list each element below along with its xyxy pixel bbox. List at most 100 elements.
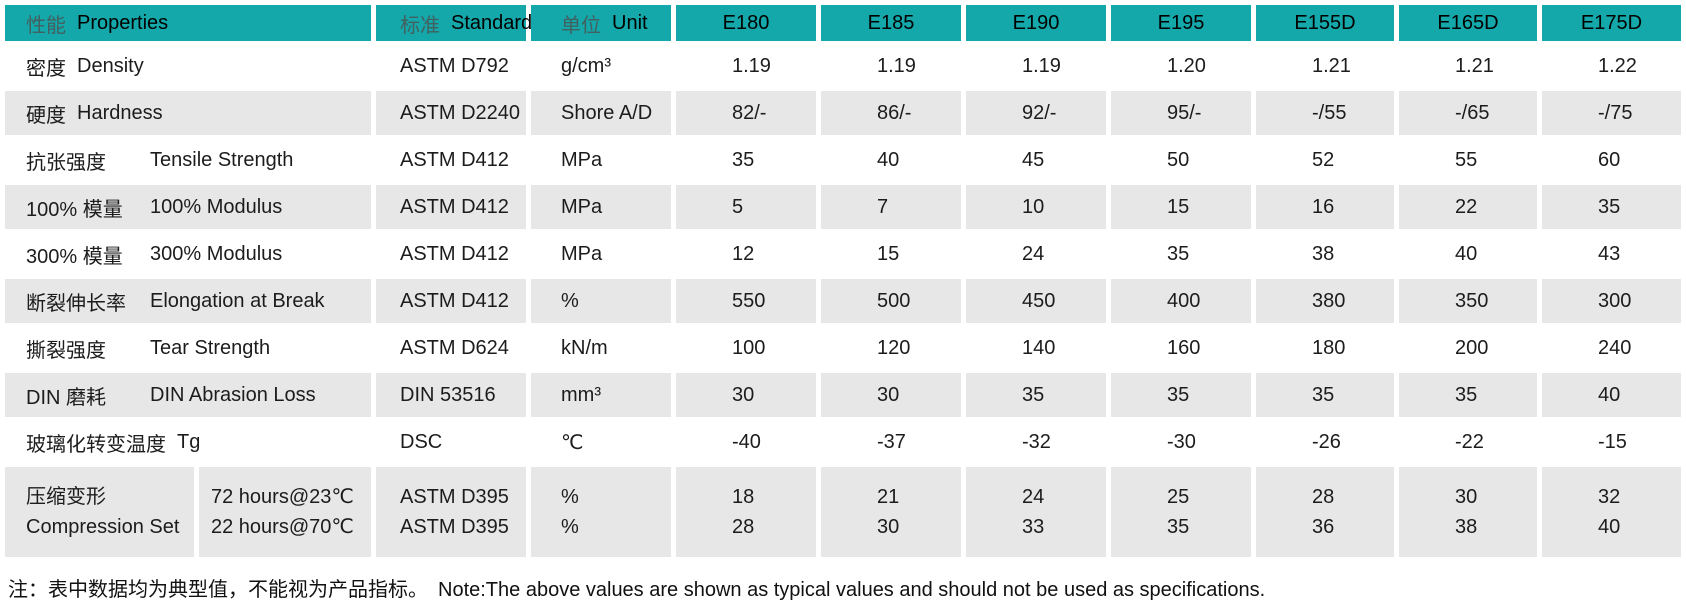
value-cell-e155d: 1.21 — [1312, 54, 1351, 77]
property-label-zh: 断裂伸长率 — [26, 292, 126, 315]
compression-value-line-1: 18 — [732, 486, 755, 508]
property-label-en: Elongation at Break — [150, 289, 325, 312]
value-cell-e190: 24 — [1022, 242, 1045, 265]
value-cell-e190: 1.19 — [1022, 54, 1061, 77]
compression-value-cell-e185: 21 30 — [821, 467, 961, 557]
property-label-en: DIN Abrasion Loss — [150, 383, 316, 406]
compression-value-cell-e195: 25 35 — [1111, 467, 1251, 557]
properties-table: 性能 Properties 标准 Standard 单位 Unit E180 E1… — [5, 5, 1681, 557]
unit-cell: g/cm³ — [561, 54, 611, 77]
standard-cell: ASTM D412 — [376, 185, 526, 229]
value-cell-e155d: 38 — [1312, 242, 1335, 265]
standard-cell: ASTM D412 — [400, 148, 509, 171]
standard-cell: ASTM D792 — [400, 54, 509, 77]
compression-value-line-1: 30 — [1455, 486, 1478, 508]
property-cell: DIN 磨耗 DIN Abrasion Loss — [5, 373, 371, 417]
header-unit-en: Unit — [612, 11, 648, 34]
value-cell-e175d: 43 — [1598, 242, 1621, 265]
header-model-e190: E190 — [966, 5, 1106, 41]
value-cell-e165d: 350 — [1399, 279, 1537, 323]
header-model-e195: E195 — [1111, 5, 1251, 41]
property-label-en: 300% Modulus — [150, 242, 283, 265]
header-model-e175d: E175D — [1542, 5, 1681, 41]
value-cell-e165d: -22 — [1455, 430, 1484, 453]
value-cell-e195: 1.20 — [1167, 54, 1206, 77]
unit-cell: MPa — [531, 185, 671, 229]
standard-cell: ASTM D412 — [400, 242, 509, 265]
compression-label-cell: 压缩变形 Compression Set — [5, 467, 194, 557]
compression-label-en: Compression Set — [26, 516, 180, 538]
footnote: 注：表中数据均为典型值，不能视为产品指标。 Note:The above valu… — [5, 573, 1681, 602]
value-cell-e185: -37 — [877, 430, 906, 453]
property-label-zh: 玻璃化转变温度 — [26, 433, 166, 456]
header-standard-en: Standard — [451, 11, 533, 34]
property-label-zh: 密度 — [26, 57, 66, 80]
value-cell-e185: 86/- — [821, 91, 961, 135]
value-cell-e155d: 52 — [1312, 148, 1335, 171]
compression-label-zh: 压缩变形 — [26, 486, 106, 508]
standard-cell: DSC — [400, 430, 443, 453]
value-cell-e190: 450 — [966, 279, 1106, 323]
compression-value-line-2: 38 — [1455, 516, 1478, 538]
value-cell-e185: 500 — [821, 279, 961, 323]
value-cell-e195: 15 — [1111, 185, 1251, 229]
value-cell-e180: 100 — [732, 336, 766, 359]
footnote-en: Note:The above values are shown as typic… — [438, 579, 1266, 601]
header-model-e185: E185 — [821, 5, 961, 41]
unit-cell: mm³ — [531, 373, 671, 417]
value-cell-e165d: 40 — [1455, 242, 1478, 265]
compression-value-line-1: 28 — [1312, 486, 1335, 508]
compression-condition-2: 22 hours@70℃ — [211, 516, 354, 538]
compression-standard-cell: ASTM D395 ASTM D395 — [376, 467, 526, 557]
compression-standard-2: ASTM D395 — [400, 516, 509, 538]
property-label-zh: 抗张强度 — [26, 151, 106, 174]
value-cell-e190: 92/- — [966, 91, 1106, 135]
value-cell-e190: 35 — [966, 373, 1106, 417]
property-label-en: Tg — [177, 430, 201, 453]
value-cell-e180: 550 — [676, 279, 816, 323]
value-cell-e175d: 40 — [1542, 373, 1681, 417]
unit-cell: MPa — [561, 148, 603, 171]
header-properties-en: Properties — [77, 11, 169, 34]
value-cell-e175d: 1.22 — [1598, 54, 1637, 77]
value-cell-e165d: 1.21 — [1455, 54, 1494, 77]
standard-cell: ASTM D624 — [400, 336, 509, 359]
property-label-en: Tear Strength — [150, 336, 271, 359]
standard-cell: ASTM D412 — [376, 279, 526, 323]
value-cell-e180: 30 — [676, 373, 816, 417]
value-cell-e195: 400 — [1111, 279, 1251, 323]
value-cell-e180: 82/- — [676, 91, 816, 135]
compression-value-cell-e180: 18 28 — [676, 467, 816, 557]
value-cell-e195: 35 — [1111, 373, 1251, 417]
compression-value-cell-e190: 24 33 — [966, 467, 1106, 557]
value-cell-e190: 140 — [1022, 336, 1056, 359]
compression-value-cell-e175d: 32 40 — [1542, 467, 1681, 557]
compression-condition-1: 72 hours@23℃ — [211, 486, 354, 508]
property-label-zh: DIN 磨耗 — [26, 386, 106, 409]
compression-value-line-2: 35 — [1167, 516, 1190, 538]
value-cell-e175d: -15 — [1598, 430, 1627, 453]
header-unit-zh: 单位 — [561, 14, 601, 37]
compression-value-line-1: 32 — [1598, 486, 1621, 508]
property-cell: 100% 模量 100% Modulus — [5, 185, 371, 229]
value-cell-e165d: 55 — [1455, 148, 1478, 171]
value-cell-e165d: 22 — [1399, 185, 1537, 229]
unit-cell: MPa — [561, 242, 603, 265]
compression-conditions-cell: 72 hours@23℃ 22 hours@70℃ — [199, 467, 371, 557]
header-model-e180: E180 — [676, 5, 816, 41]
value-cell-e185: 7 — [821, 185, 961, 229]
header-properties-zh: 性能 — [26, 14, 66, 37]
value-cell-e155d: -/55 — [1256, 91, 1394, 135]
value-cell-e175d: 35 — [1542, 185, 1681, 229]
value-cell-e175d: -/75 — [1542, 91, 1681, 135]
compression-value-line-1: 24 — [1022, 486, 1045, 508]
compression-unit-1: % — [561, 486, 579, 508]
value-cell-e175d: 240 — [1598, 336, 1632, 359]
unit-cell: Shore A/D — [531, 91, 671, 135]
header-properties: 性能 Properties — [5, 5, 371, 41]
property-cell: 硬度 Hardness — [5, 91, 371, 135]
property-label-en: Tensile Strength — [150, 148, 294, 171]
value-cell-e195: 95/- — [1111, 91, 1251, 135]
value-cell-e155d: 16 — [1256, 185, 1394, 229]
